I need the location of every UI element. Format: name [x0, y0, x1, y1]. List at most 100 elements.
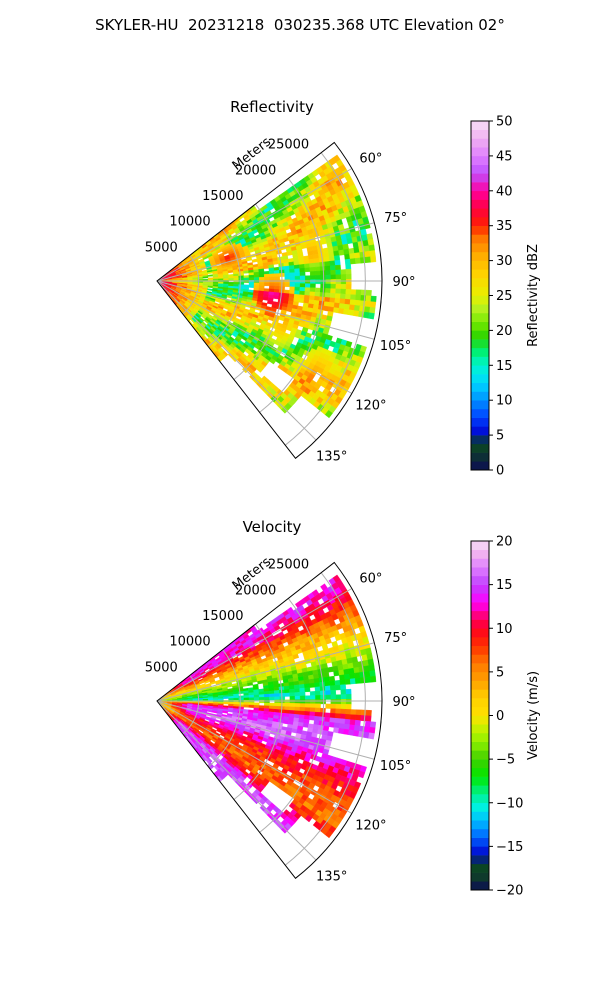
- field-cell: [364, 250, 371, 258]
- colorbar-swatch: [471, 785, 489, 795]
- field-cell: [343, 308, 350, 315]
- field-cell: [314, 295, 321, 302]
- field-cell: [355, 714, 362, 721]
- field-cell: [369, 721, 377, 729]
- colorbar-swatch: [471, 610, 489, 620]
- field-cell: [364, 300, 372, 308]
- range-ring: [259, 178, 325, 413]
- colorbar-swatch: [471, 863, 489, 873]
- field-cell: [262, 296, 269, 301]
- colorbar-swatch: [471, 750, 489, 760]
- field-cell: [334, 259, 341, 266]
- field-cell: [294, 699, 301, 704]
- field-cell: [339, 679, 346, 686]
- colorbar-swatch: [471, 199, 489, 209]
- field-cell: [310, 275, 316, 280]
- field-cell: [289, 279, 296, 284]
- colorbar-swatch: [471, 400, 489, 410]
- colorbar-swatch: [471, 820, 489, 830]
- field-cell: [282, 719, 289, 725]
- field-cell: [308, 678, 315, 684]
- azimuth-gridline: [156, 222, 375, 282]
- field-cell: [294, 695, 301, 700]
- reflectivity-frame: [156, 141, 383, 460]
- field-cell: [284, 269, 290, 274]
- field-cell: [266, 300, 274, 305]
- field-cell: [345, 293, 352, 300]
- field-cell: [354, 672, 361, 679]
- field-cell: [314, 266, 321, 272]
- field-cell: [333, 727, 340, 734]
- colorbar-swatch: [471, 190, 489, 200]
- field-cell: [349, 258, 356, 265]
- field-cell: [329, 680, 336, 687]
- field-cell: [325, 274, 332, 280]
- colorbar-swatch: [471, 304, 489, 314]
- field-cell: [338, 727, 345, 735]
- field-cell: [248, 274, 255, 279]
- field-cell: [369, 670, 376, 677]
- field-cell: [310, 699, 316, 705]
- colorbar-tick-label: 35: [496, 219, 513, 234]
- field-cell: [345, 263, 352, 270]
- field-cell: [289, 695, 296, 700]
- colorbar-tick-label: 10: [496, 394, 513, 409]
- colorbar-swatch: [471, 243, 489, 253]
- field-cell: [335, 274, 342, 280]
- range-ring: [233, 203, 283, 380]
- field-cell: [313, 257, 320, 264]
- field-cell: [325, 288, 331, 294]
- field-cell: [238, 695, 245, 699]
- field-cell: [330, 694, 337, 700]
- field-cell: [335, 279, 342, 285]
- field-cell: [335, 264, 341, 271]
- field-cell: [350, 709, 357, 716]
- field-cell: [269, 357, 276, 365]
- field-cell: [269, 279, 275, 284]
- colorbar-tick-label: 5: [496, 665, 504, 680]
- field-cell: [315, 279, 321, 285]
- colorbar-swatch: [471, 408, 489, 418]
- field-cell: [309, 266, 316, 272]
- field-cell: [274, 696, 280, 701]
- field-cell: [243, 702, 250, 706]
- colorbar-swatch: [471, 312, 489, 322]
- field-cell: [369, 726, 376, 734]
- field-cell: [365, 295, 372, 302]
- colorbar-swatch: [471, 628, 489, 638]
- field-cell: [289, 706, 296, 711]
- field-cell: [314, 287, 321, 293]
- field-cell: [253, 274, 260, 278]
- field-cell: [308, 258, 315, 264]
- field-cell: [330, 689, 337, 696]
- azimuth-tick-label: 135°: [316, 450, 347, 465]
- field-cell: [315, 695, 321, 700]
- colorbar-swatch: [471, 121, 489, 131]
- field-cell: [314, 715, 321, 722]
- field-cell: [314, 270, 321, 276]
- field-cell: [284, 272, 291, 277]
- colorbar-swatch: [471, 138, 489, 148]
- field-cell: [310, 279, 316, 285]
- field-cell: [365, 709, 372, 717]
- field-cell: [322, 305, 330, 312]
- field-cell: [294, 283, 301, 288]
- field-cell: [284, 709, 290, 714]
- colorbar-swatch: [471, 374, 489, 384]
- colorbar-swatch: [471, 435, 489, 445]
- field-cell: [340, 283, 347, 290]
- field-cell: [248, 282, 255, 286]
- field-cell: [284, 289, 290, 294]
- field-cell: [299, 683, 305, 689]
- colorbar-swatch: [471, 541, 489, 551]
- field-cell: [345, 713, 352, 720]
- colorbar-swatch: [471, 759, 489, 769]
- field-cell: [304, 287, 311, 292]
- colorbar-tick-label: 15: [496, 359, 513, 374]
- field-cell: [348, 304, 356, 311]
- field-cell: [340, 269, 347, 275]
- field-cell: [359, 300, 366, 307]
- field-cell: [243, 695, 250, 699]
